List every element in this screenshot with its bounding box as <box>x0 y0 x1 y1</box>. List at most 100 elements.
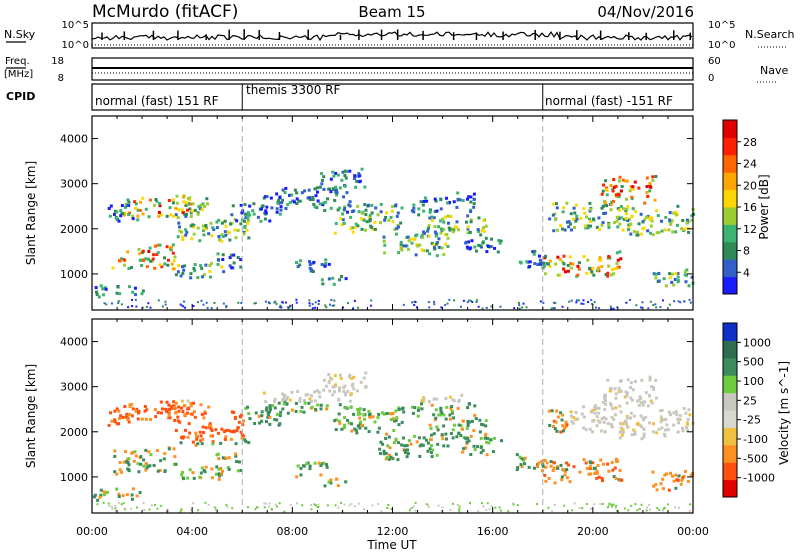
echo-cell <box>561 260 565 264</box>
echo-cell <box>222 302 225 305</box>
echo-cell <box>144 257 148 261</box>
echo-cell <box>625 301 628 304</box>
echo-cell <box>171 201 175 205</box>
echo-cell <box>156 411 160 415</box>
echo-cell <box>202 468 206 472</box>
echo-cell <box>611 189 615 193</box>
echo-cell <box>177 409 181 413</box>
echo-cell <box>130 493 134 497</box>
echo-cell <box>329 303 332 306</box>
echo-cell <box>445 437 449 441</box>
echo-cell <box>322 201 326 205</box>
echo-cell <box>254 411 258 415</box>
echo-cell <box>442 220 446 224</box>
echo-cell <box>334 418 338 422</box>
echo-cell <box>355 389 359 393</box>
echo-cell <box>317 299 320 302</box>
echo-cell <box>149 259 153 263</box>
echo-cell <box>459 305 462 308</box>
echo-cell <box>448 395 452 399</box>
echo-cell <box>675 478 679 482</box>
colorbar-segment <box>723 479 737 498</box>
echo-cell <box>243 225 247 229</box>
echo-cell <box>469 218 473 222</box>
echo-cell <box>311 198 315 202</box>
echo-cell <box>179 441 183 445</box>
echo-cell <box>466 436 470 440</box>
echo-cell <box>571 421 575 425</box>
echo-cell <box>204 426 208 430</box>
echo-cell <box>323 264 327 268</box>
echo-cell <box>599 429 603 433</box>
echo-cell <box>522 458 526 462</box>
echo-cell <box>223 437 227 441</box>
velocity-data-cells <box>92 371 695 513</box>
echo-cell <box>189 276 193 280</box>
echo-cell <box>127 463 131 467</box>
echo-cell <box>111 266 115 270</box>
echo-cell <box>327 372 331 376</box>
echo-cell <box>652 272 656 276</box>
echo-cell <box>235 219 239 223</box>
echo-cell <box>549 464 553 468</box>
echo-cell <box>339 377 343 381</box>
echo-cell <box>203 204 207 208</box>
echo-cell <box>236 426 240 430</box>
echo-cell <box>590 298 593 301</box>
echo-cell <box>683 300 686 303</box>
echo-cell <box>364 426 368 430</box>
echo-cell <box>675 413 679 417</box>
echo-cell <box>429 433 433 437</box>
echo-cell <box>429 438 433 442</box>
echo-cell <box>400 206 404 210</box>
echo-cell <box>174 429 178 433</box>
echo-cell <box>572 217 576 221</box>
echo-cell <box>165 245 169 249</box>
time-axis-label: Time UT <box>366 538 417 552</box>
echo-cell <box>449 432 453 436</box>
echo-cell <box>184 228 188 232</box>
echo-cell <box>422 230 426 234</box>
echo-cell <box>184 204 188 208</box>
echo-cell <box>402 410 406 414</box>
echo-cell <box>595 471 599 475</box>
echo-cell <box>665 472 669 476</box>
echo-cell <box>674 473 678 477</box>
echo-cell <box>616 207 620 211</box>
echo-cell <box>604 393 608 397</box>
echo-cell <box>365 220 369 224</box>
echo-cell <box>413 406 417 410</box>
echo-cell <box>422 396 426 400</box>
echo-cell <box>612 475 616 479</box>
noise-panel: N.Sky 10^5 10^0 N.Search 10^5 10^0 <box>4 20 795 51</box>
echo-cell <box>562 254 566 258</box>
echo-cell <box>343 391 347 395</box>
echo-cell <box>152 253 156 257</box>
echo-cell <box>95 292 99 296</box>
echo-cell <box>473 404 477 408</box>
echo-cell <box>333 299 336 302</box>
echo-cell <box>142 502 145 505</box>
echo-cell <box>385 432 389 436</box>
echo-cell <box>149 198 153 202</box>
echo-cell <box>363 185 367 189</box>
echo-cell <box>644 415 648 419</box>
echo-cell <box>294 401 298 405</box>
echo-cell <box>182 268 186 272</box>
echo-cell <box>397 408 401 412</box>
echo-cell <box>481 307 484 310</box>
echo-cell <box>664 215 668 219</box>
echo-cell <box>209 261 213 265</box>
echo-cell <box>458 198 462 202</box>
echo-cell <box>263 217 267 221</box>
echo-cell <box>199 403 203 407</box>
echo-cell <box>597 411 601 415</box>
echo-cell <box>588 427 592 431</box>
echo-cell <box>498 241 502 245</box>
echo-cell <box>568 480 572 484</box>
echo-cell <box>453 299 456 302</box>
echo-cell <box>442 424 446 428</box>
echo-cell <box>130 414 134 418</box>
